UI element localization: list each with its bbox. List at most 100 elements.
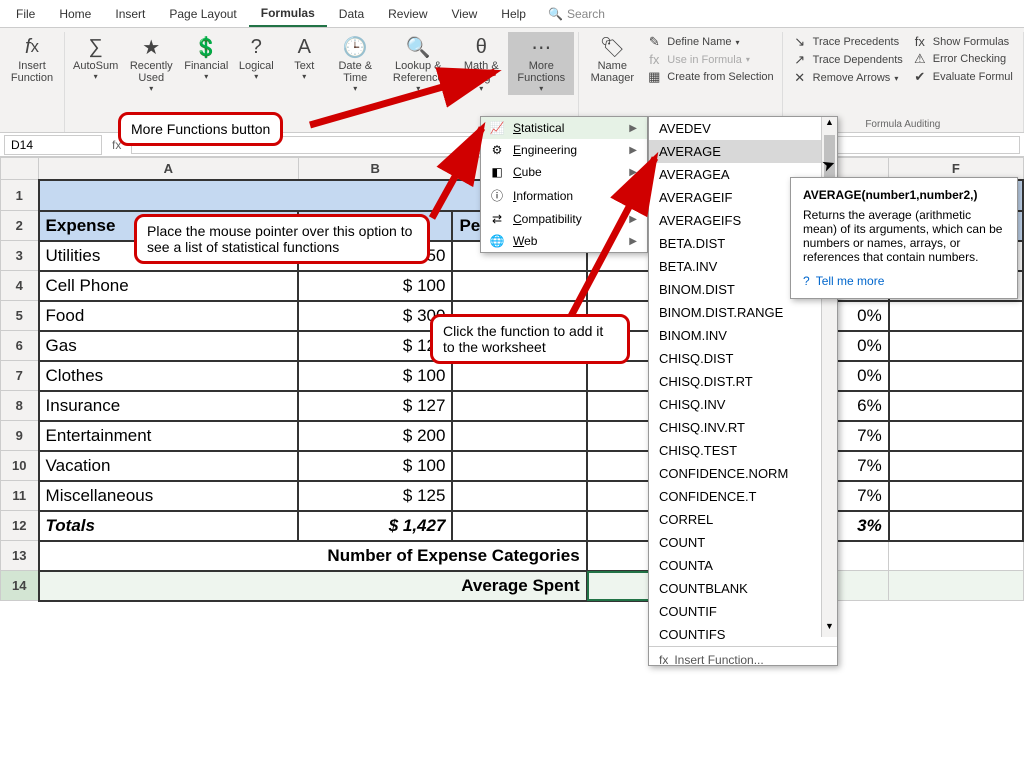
tab-data[interactable]: Data <box>327 2 376 26</box>
function-item-count[interactable]: COUNT <box>649 531 837 554</box>
trace-dependents-button[interactable]: ↗Trace Dependents <box>791 52 903 68</box>
cell-f11[interactable] <box>889 481 1023 511</box>
row-header-5[interactable]: 5 <box>1 301 39 331</box>
tab-formulas[interactable]: Formulas <box>249 1 327 27</box>
more-functions-item-engineering[interactable]: ⚙Engineering▶ <box>481 139 647 161</box>
more-functions-item-cube[interactable]: ◧Cube▶ <box>481 161 647 183</box>
cell-c11[interactable] <box>452 481 586 511</box>
row-header-12[interactable]: 12 <box>1 511 39 541</box>
cell-f7[interactable] <box>889 361 1023 391</box>
cell-b10[interactable]: $ 100 <box>298 451 452 481</box>
evaluate-formula-button[interactable]: ✔Evaluate Formul <box>911 69 1013 85</box>
function-item-chisq-dist-rt[interactable]: CHISQ.DIST.RT <box>649 370 837 393</box>
function-item-countifs[interactable]: COUNTIFS <box>649 623 837 646</box>
cell-a7[interactable]: Clothes <box>39 361 299 391</box>
row-header-9[interactable]: 9 <box>1 421 39 451</box>
insert-function-button[interactable]: fx Insert Function <box>4 32 60 86</box>
cell-f10[interactable] <box>889 451 1023 481</box>
tab-insert[interactable]: Insert <box>103 2 157 26</box>
tab-page-layout[interactable]: Page Layout <box>157 2 248 26</box>
row-header-13[interactable]: 13 <box>1 541 39 571</box>
cell-b9[interactable]: $ 200 <box>298 421 452 451</box>
row-header-14[interactable]: 14 <box>1 571 39 601</box>
totals-label[interactable]: Totals <box>39 511 299 541</box>
function-item-binom-dist-range[interactable]: BINOM.DIST.RANGE <box>649 301 837 324</box>
name-manager-button[interactable]: 🏷Name Manager <box>583 32 641 86</box>
row-header-2[interactable]: 2 <box>1 211 39 241</box>
cell-b11[interactable]: $ 125 <box>298 481 452 511</box>
cell-b7[interactable]: $ 100 <box>298 361 452 391</box>
lookup-button[interactable]: 🔍Lookup & Reference▾ <box>382 32 454 95</box>
cell-c4[interactable] <box>452 271 586 301</box>
row-header-7[interactable]: 7 <box>1 361 39 391</box>
create-from-selection-button[interactable]: ▦Create from Selection <box>645 69 773 85</box>
cell-f13[interactable] <box>889 541 1023 571</box>
math-trig-button[interactable]: θMath & Trig▾ <box>454 32 508 95</box>
more-functions-item-compatibility[interactable]: ⇄Compatibility▶ <box>481 208 647 230</box>
function-item-correl[interactable]: CORREL <box>649 508 837 531</box>
show-formulas-button[interactable]: fxShow Formulas <box>911 34 1013 49</box>
row-header-8[interactable]: 8 <box>1 391 39 421</box>
cell-c10[interactable] <box>452 451 586 481</box>
cell-c12[interactable] <box>452 511 586 541</box>
tell-me-more-link[interactable]: ?Tell me more <box>803 274 1005 288</box>
scroll-down-icon[interactable]: ▼ <box>822 621 837 637</box>
col-header-b[interactable]: B <box>298 158 452 180</box>
scroll-up-icon[interactable]: ▲ <box>822 117 837 133</box>
function-item-chisq-inv-rt[interactable]: CHISQ.INV.RT <box>649 416 837 439</box>
cell-a11[interactable]: Miscellaneous <box>39 481 299 511</box>
financial-button[interactable]: 💲Financial▾ <box>180 32 232 83</box>
tab-home[interactable]: Home <box>47 2 103 26</box>
cell-a10[interactable]: Vacation <box>39 451 299 481</box>
tab-review[interactable]: Review <box>376 2 439 26</box>
more-functions-button[interactable]: ⋯More Functions▾ <box>508 32 574 95</box>
function-item-average[interactable]: AVERAGE <box>649 140 837 163</box>
more-functions-item-information[interactable]: ⓘInformation▶ <box>481 183 647 208</box>
totals-monthly[interactable]: $ 1,427 <box>298 511 452 541</box>
row-header-11[interactable]: 11 <box>1 481 39 511</box>
col-header-a[interactable]: A <box>39 158 299 180</box>
function-item-countif[interactable]: COUNTIF <box>649 600 837 623</box>
tab-view[interactable]: View <box>440 2 490 26</box>
insert-function-item[interactable]: fxInsert Function... <box>649 646 837 666</box>
function-item-confidence-norm[interactable]: CONFIDENCE.NORM <box>649 462 837 485</box>
row-header-1[interactable]: 1 <box>1 180 39 211</box>
trace-precedents-button[interactable]: ↘Trace Precedents <box>791 34 903 50</box>
cell-f8[interactable] <box>889 391 1023 421</box>
logical-button[interactable]: ?Logical▾ <box>232 32 280 83</box>
recently-used-button[interactable]: ★Recently Used▾ <box>122 32 180 95</box>
function-item-countblank[interactable]: COUNTBLANK <box>649 577 837 600</box>
cell-f5[interactable] <box>889 301 1023 331</box>
cell-f12[interactable] <box>889 511 1023 541</box>
more-functions-item-statistical[interactable]: 📈Statistical▶ <box>481 117 647 139</box>
cell-a5[interactable]: Food <box>39 301 299 331</box>
tell-me-search[interactable]: 🔍 Search <box>548 7 605 21</box>
cell-a4[interactable]: Cell Phone <box>39 271 299 301</box>
num-categories-label[interactable]: Number of Expense Categories <box>39 541 587 571</box>
cell-f14[interactable] <box>889 571 1023 601</box>
function-item-avedev[interactable]: AVEDEV <box>649 117 837 140</box>
cell-a6[interactable]: Gas <box>39 331 299 361</box>
date-time-button[interactable]: 🕒Date & Time▾ <box>328 32 382 95</box>
text-button[interactable]: AText▾ <box>280 32 328 83</box>
select-all[interactable] <box>1 158 39 180</box>
autosum-button[interactable]: ∑AutoSum▾ <box>69 32 122 83</box>
row-header-4[interactable]: 4 <box>1 271 39 301</box>
function-item-counta[interactable]: COUNTA <box>649 554 837 577</box>
cell-b8[interactable]: $ 127 <box>298 391 452 421</box>
cell-c7[interactable] <box>452 361 586 391</box>
use-in-formula-button[interactable]: fxUse in Formula ▾ <box>645 52 773 67</box>
name-box[interactable]: D14 <box>4 135 102 155</box>
tab-help[interactable]: Help <box>489 2 538 26</box>
cell-c8[interactable] <box>452 391 586 421</box>
function-item-binom-inv[interactable]: BINOM.INV <box>649 324 837 347</box>
define-name-button[interactable]: ✎Define Name ▾ <box>645 34 773 50</box>
row-header-6[interactable]: 6 <box>1 331 39 361</box>
row-header-10[interactable]: 10 <box>1 451 39 481</box>
function-item-chisq-inv[interactable]: CHISQ.INV <box>649 393 837 416</box>
row-header-3[interactable]: 3 <box>1 241 39 271</box>
tab-file[interactable]: File <box>4 2 47 26</box>
avg-spent-label[interactable]: Average Spent <box>39 571 587 601</box>
cell-a8[interactable]: Insurance <box>39 391 299 421</box>
cell-a9[interactable]: Entertainment <box>39 421 299 451</box>
